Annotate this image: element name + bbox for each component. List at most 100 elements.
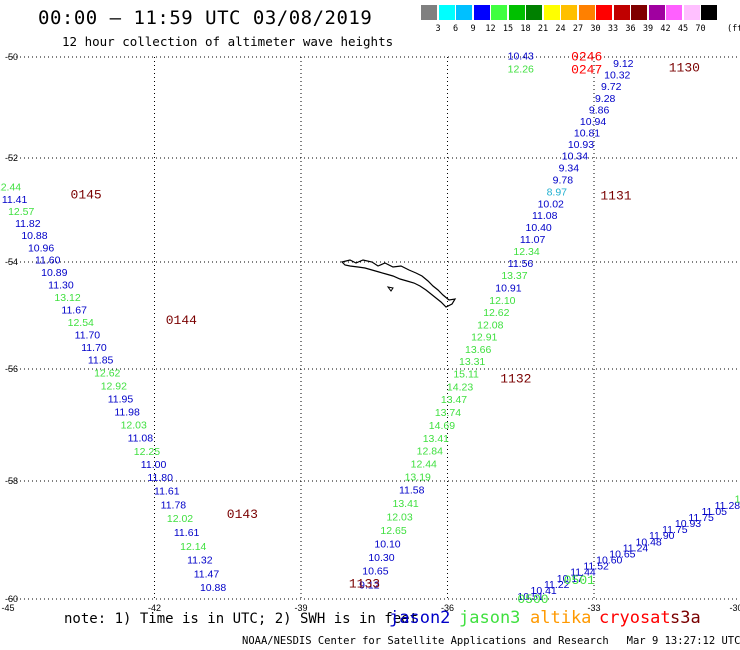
wave-height-value: 12.62 (483, 307, 509, 319)
scale-label: 9 (470, 24, 476, 34)
wave-height-value: 11.82 (15, 218, 41, 230)
scale-swatch (631, 5, 647, 20)
wave-height-value: 10.10 (374, 539, 400, 551)
latitude-label: -60 (5, 594, 18, 604)
scale-swatch (701, 5, 717, 20)
scale-swatch (438, 5, 455, 20)
map-note: note: 1) Time is in UTC; 2) SWH is in fe… (64, 611, 419, 627)
wave-height-value: 11.75 (688, 512, 714, 524)
wave-height-value: 10.94 (580, 116, 606, 128)
legend-cryosat: cryosat (599, 608, 671, 628)
wave-height-value: 12.65 (380, 525, 406, 537)
longitude-label: -30 (729, 603, 740, 613)
scale-label: 24 (555, 24, 566, 34)
wave-height-value: 14.69 (429, 420, 455, 432)
wave-height-value: 11.58 (399, 485, 425, 497)
wave-height-value: 12.08 (477, 319, 503, 331)
wave-height-value: 11.32 (187, 555, 213, 567)
scale-label: 30 (590, 24, 601, 34)
footer-credit: NOAA/NESDIS Center for Satellite Applica… (242, 635, 609, 647)
wave-height-value: 10.65 (609, 548, 635, 560)
wave-height-value: 12.44 (411, 458, 437, 470)
wave-height-value: 11.47 (194, 568, 220, 580)
south-georgia-coastline (340, 259, 457, 308)
wave-height-value: 12.34 (513, 246, 539, 258)
wave-height-value: 12.03 (386, 512, 412, 524)
scale-swatch (613, 5, 630, 20)
wave-height-value: 9.28 (595, 93, 616, 105)
scale-label: 33 (607, 24, 619, 34)
wave-height-value: 12.92 (101, 380, 127, 392)
wave-height-value: 10.41 (531, 585, 557, 597)
latitude-label: -58 (5, 476, 18, 486)
wave-height-value: 11.08 (532, 210, 558, 222)
pass-time-label: 1130 (669, 61, 700, 76)
wave-height-value: 12.25 (134, 446, 160, 458)
longitude-label: -36 (441, 603, 454, 613)
wave-height-value: 12.54 (68, 317, 94, 329)
wave-height-value: 11.44 (570, 567, 596, 579)
wave-height-value: 11.78 (161, 499, 187, 511)
footer-timestamp: Mar 9 13:27:12 UTC 2019 (626, 635, 740, 647)
wave-height-value: 13.47 (441, 394, 467, 406)
latitude-label: -54 (5, 257, 18, 267)
wave-height-value: 11.61 (154, 486, 180, 498)
wave-height-value: 15.11 (453, 369, 479, 381)
wave-height-value: 11.24 (623, 542, 649, 554)
wave-height-value: 11.67 (61, 305, 87, 317)
latitude-label: -56 (5, 364, 18, 374)
scale-swatch (648, 5, 665, 20)
wave-height-value: 12.02 (167, 513, 193, 525)
wave-height-value: 12 (735, 494, 740, 506)
wave-height-value: 12.03 (121, 420, 147, 432)
wave-height-value: 12.62 (94, 367, 120, 379)
pass-time-label: 1133 (349, 576, 380, 591)
wave-height-value: 10.89 (41, 267, 67, 279)
longitude-label: -45 (1, 603, 14, 613)
wave-height-value: 12.44 (0, 182, 21, 194)
wave-height-value: 11.41 (2, 194, 28, 206)
wave-height-value: 10.93 (675, 518, 701, 530)
wave-height-value: 11.98 (114, 407, 140, 419)
wave-height-value: 10.02 (538, 198, 564, 210)
pass-time-label: 0143 (227, 507, 258, 522)
wave-height-value: 12.10 (489, 295, 515, 307)
wave-height-value: 10.65 (362, 566, 388, 578)
wave-height-value: 10.43 (508, 50, 534, 62)
scale-label: 6 (452, 24, 459, 34)
wave-height-value: 10.48 (635, 536, 661, 548)
pass-time-label: 0247 (571, 63, 602, 78)
longitude-label: -42 (148, 603, 161, 613)
wave-height-value: 11.08 (128, 433, 154, 445)
scale-label: 27 (572, 24, 584, 34)
scale-unit: (ft) (727, 24, 740, 34)
scale-label: 12 (485, 24, 496, 34)
wave-height-value: 12.26 (508, 64, 534, 76)
scale-swatch (526, 5, 542, 20)
scale-swatch (596, 5, 612, 20)
wave-height-value: 11.30 (48, 280, 74, 292)
wave-height-value: 11.70 (75, 330, 101, 342)
wave-height-value: 10.17 (557, 573, 583, 585)
wave-height-value: 10.93 (568, 139, 594, 151)
wave-height-value: 13.66 (465, 344, 491, 356)
latitude-label: -50 (5, 52, 18, 62)
scale-label: 39 (642, 24, 654, 34)
longitude-label: -39 (294, 603, 307, 613)
wave-height-value: 10.81 (574, 128, 600, 140)
map-title: 00:00 – 11:59 UTC 03/08/2019 (38, 7, 373, 29)
scale-label: 42 (660, 24, 671, 34)
wave-height-value: 13.41 (423, 433, 449, 445)
wave-height-value: 11.70 (81, 342, 107, 354)
wave-height-value: 11.60 (35, 255, 61, 267)
map-subtitle: 12 hour collection of altimeter wave hei… (62, 34, 394, 49)
wave-height-value: 10.91 (495, 282, 521, 294)
island-outline (386, 286, 394, 292)
scale-label: 36 (625, 24, 636, 34)
wave-height-value: 11.80 (147, 472, 173, 484)
scale-swatch (561, 5, 577, 20)
wave-height-value: 9.72 (601, 81, 622, 93)
wave-height-value: 8.97 (547, 186, 568, 198)
wave-height-value: 13.74 (435, 407, 461, 419)
